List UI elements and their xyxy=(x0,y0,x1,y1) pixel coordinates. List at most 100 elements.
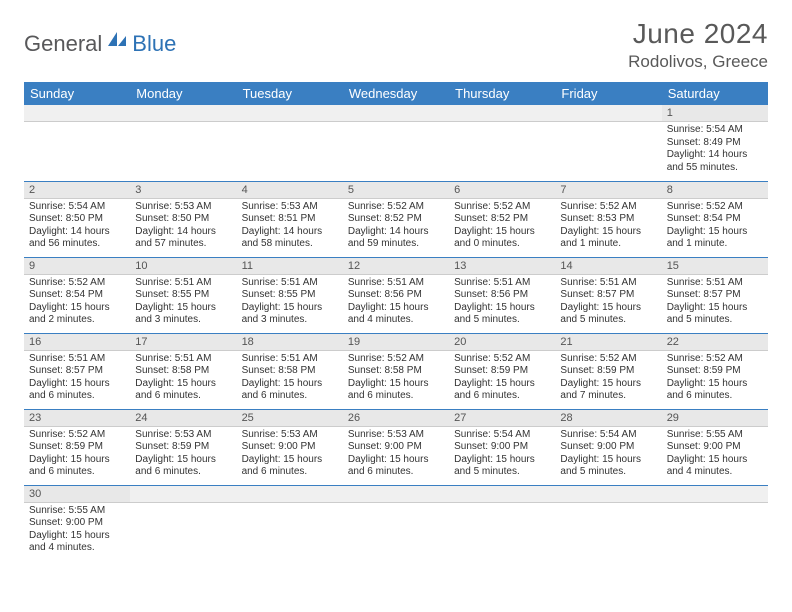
calendar-cell: 24Sunrise: 5:53 AMSunset: 8:59 PMDayligh… xyxy=(130,409,236,485)
weekday-mon: Monday xyxy=(130,82,236,105)
daylight-text: Daylight: 15 hours and 5 minutes. xyxy=(667,302,763,327)
day-content: Sunrise: 5:51 AMSunset: 8:57 PMDaylight:… xyxy=(662,275,768,331)
day-number xyxy=(237,105,343,122)
calendar-cell xyxy=(343,485,449,561)
calendar-cell xyxy=(555,105,661,181)
daylight-text: Daylight: 15 hours and 0 minutes. xyxy=(454,226,550,251)
sunrise-text: Sunrise: 5:55 AM xyxy=(29,505,125,518)
logo-text-general: General xyxy=(24,31,102,57)
calendar-cell: 9Sunrise: 5:52 AMSunset: 8:54 PMDaylight… xyxy=(24,257,130,333)
calendar-cell: 4Sunrise: 5:53 AMSunset: 8:51 PMDaylight… xyxy=(237,181,343,257)
sunset-text: Sunset: 9:00 PM xyxy=(454,441,550,454)
sunset-text: Sunset: 8:57 PM xyxy=(667,289,763,302)
day-content: Sunrise: 5:55 AMSunset: 9:00 PMDaylight:… xyxy=(24,503,130,559)
calendar-cell: 6Sunrise: 5:52 AMSunset: 8:52 PMDaylight… xyxy=(449,181,555,257)
day-content: Sunrise: 5:52 AMSunset: 8:58 PMDaylight:… xyxy=(343,351,449,407)
sunset-text: Sunset: 8:51 PM xyxy=(242,213,338,226)
day-content: Sunrise: 5:51 AMSunset: 8:56 PMDaylight:… xyxy=(343,275,449,331)
day-number: 16 xyxy=(24,334,130,351)
day-number: 4 xyxy=(237,182,343,199)
day-number: 22 xyxy=(662,334,768,351)
sunrise-text: Sunrise: 5:53 AM xyxy=(242,201,338,214)
location: Rodolivos, Greece xyxy=(628,52,768,72)
calendar-cell: 23Sunrise: 5:52 AMSunset: 8:59 PMDayligh… xyxy=(24,409,130,485)
sunrise-text: Sunrise: 5:53 AM xyxy=(135,429,231,442)
day-content: Sunrise: 5:54 AMSunset: 8:50 PMDaylight:… xyxy=(24,199,130,255)
day-number xyxy=(24,105,130,122)
calendar-cell xyxy=(24,105,130,181)
calendar-cell xyxy=(130,105,236,181)
calendar-cell xyxy=(237,105,343,181)
daylight-text: Daylight: 15 hours and 6 minutes. xyxy=(348,378,444,403)
sunrise-text: Sunrise: 5:52 AM xyxy=(560,201,656,214)
calendar-cell: 15Sunrise: 5:51 AMSunset: 8:57 PMDayligh… xyxy=(662,257,768,333)
day-number: 7 xyxy=(555,182,661,199)
daylight-text: Daylight: 15 hours and 6 minutes. xyxy=(29,378,125,403)
day-content: Sunrise: 5:52 AMSunset: 8:54 PMDaylight:… xyxy=(662,199,768,255)
calendar-row: 1Sunrise: 5:54 AMSunset: 8:49 PMDaylight… xyxy=(24,105,768,181)
day-number xyxy=(130,486,236,503)
day-content: Sunrise: 5:51 AMSunset: 8:55 PMDaylight:… xyxy=(130,275,236,331)
day-number: 20 xyxy=(449,334,555,351)
daylight-text: Daylight: 15 hours and 5 minutes. xyxy=(454,302,550,327)
day-content: Sunrise: 5:52 AMSunset: 8:59 PMDaylight:… xyxy=(555,351,661,407)
daylight-text: Daylight: 15 hours and 4 minutes. xyxy=(667,454,763,479)
sunset-text: Sunset: 9:00 PM xyxy=(29,517,125,530)
sunset-text: Sunset: 9:00 PM xyxy=(560,441,656,454)
day-number: 10 xyxy=(130,258,236,275)
day-content: Sunrise: 5:51 AMSunset: 8:58 PMDaylight:… xyxy=(237,351,343,407)
sunset-text: Sunset: 8:53 PM xyxy=(560,213,656,226)
day-number: 15 xyxy=(662,258,768,275)
daylight-text: Daylight: 15 hours and 4 minutes. xyxy=(348,302,444,327)
daylight-text: Daylight: 14 hours and 56 minutes. xyxy=(29,226,125,251)
sunset-text: Sunset: 8:54 PM xyxy=(667,213,763,226)
sunset-text: Sunset: 8:49 PM xyxy=(667,137,763,150)
calendar-cell: 27Sunrise: 5:54 AMSunset: 9:00 PMDayligh… xyxy=(449,409,555,485)
title-block: June 2024 Rodolivos, Greece xyxy=(628,18,768,72)
sunrise-text: Sunrise: 5:52 AM xyxy=(454,353,550,366)
sunset-text: Sunset: 8:57 PM xyxy=(560,289,656,302)
day-content: Sunrise: 5:53 AMSunset: 9:00 PMDaylight:… xyxy=(343,427,449,483)
daylight-text: Daylight: 15 hours and 6 minutes. xyxy=(242,378,338,403)
calendar-cell: 29Sunrise: 5:55 AMSunset: 9:00 PMDayligh… xyxy=(662,409,768,485)
sunrise-text: Sunrise: 5:52 AM xyxy=(560,353,656,366)
day-number: 25 xyxy=(237,410,343,427)
day-content: Sunrise: 5:55 AMSunset: 9:00 PMDaylight:… xyxy=(662,427,768,483)
day-number: 29 xyxy=(662,410,768,427)
sunset-text: Sunset: 8:59 PM xyxy=(667,365,763,378)
daylight-text: Daylight: 15 hours and 5 minutes. xyxy=(454,454,550,479)
calendar-cell: 19Sunrise: 5:52 AMSunset: 8:58 PMDayligh… xyxy=(343,333,449,409)
day-number: 3 xyxy=(130,182,236,199)
calendar-cell: 26Sunrise: 5:53 AMSunset: 9:00 PMDayligh… xyxy=(343,409,449,485)
day-number: 2 xyxy=(24,182,130,199)
calendar-cell: 2Sunrise: 5:54 AMSunset: 8:50 PMDaylight… xyxy=(24,181,130,257)
day-number xyxy=(555,486,661,503)
calendar-cell: 17Sunrise: 5:51 AMSunset: 8:58 PMDayligh… xyxy=(130,333,236,409)
calendar-cell xyxy=(555,485,661,561)
calendar-cell: 12Sunrise: 5:51 AMSunset: 8:56 PMDayligh… xyxy=(343,257,449,333)
day-content: Sunrise: 5:51 AMSunset: 8:56 PMDaylight:… xyxy=(449,275,555,331)
day-number: 8 xyxy=(662,182,768,199)
sunrise-text: Sunrise: 5:51 AM xyxy=(560,277,656,290)
day-content: Sunrise: 5:52 AMSunset: 8:54 PMDaylight:… xyxy=(24,275,130,331)
sunset-text: Sunset: 8:50 PM xyxy=(29,213,125,226)
calendar-row: 16Sunrise: 5:51 AMSunset: 8:57 PMDayligh… xyxy=(24,333,768,409)
sunset-text: Sunset: 9:00 PM xyxy=(242,441,338,454)
weekday-fri: Friday xyxy=(555,82,661,105)
sunrise-text: Sunrise: 5:55 AM xyxy=(667,429,763,442)
day-content: Sunrise: 5:52 AMSunset: 8:52 PMDaylight:… xyxy=(449,199,555,255)
calendar-row: 23Sunrise: 5:52 AMSunset: 8:59 PMDayligh… xyxy=(24,409,768,485)
day-number xyxy=(237,486,343,503)
sunrise-text: Sunrise: 5:52 AM xyxy=(454,201,550,214)
day-number: 5 xyxy=(343,182,449,199)
weekday-sat: Saturday xyxy=(662,82,768,105)
calendar-cell: 7Sunrise: 5:52 AMSunset: 8:53 PMDaylight… xyxy=(555,181,661,257)
calendar-cell: 5Sunrise: 5:52 AMSunset: 8:52 PMDaylight… xyxy=(343,181,449,257)
day-number xyxy=(555,105,661,122)
calendar-cell: 16Sunrise: 5:51 AMSunset: 8:57 PMDayligh… xyxy=(24,333,130,409)
calendar-cell: 14Sunrise: 5:51 AMSunset: 8:57 PMDayligh… xyxy=(555,257,661,333)
sunrise-text: Sunrise: 5:52 AM xyxy=(348,201,444,214)
calendar-cell: 10Sunrise: 5:51 AMSunset: 8:55 PMDayligh… xyxy=(130,257,236,333)
calendar-cell: 28Sunrise: 5:54 AMSunset: 9:00 PMDayligh… xyxy=(555,409,661,485)
day-content: Sunrise: 5:52 AMSunset: 8:59 PMDaylight:… xyxy=(24,427,130,483)
